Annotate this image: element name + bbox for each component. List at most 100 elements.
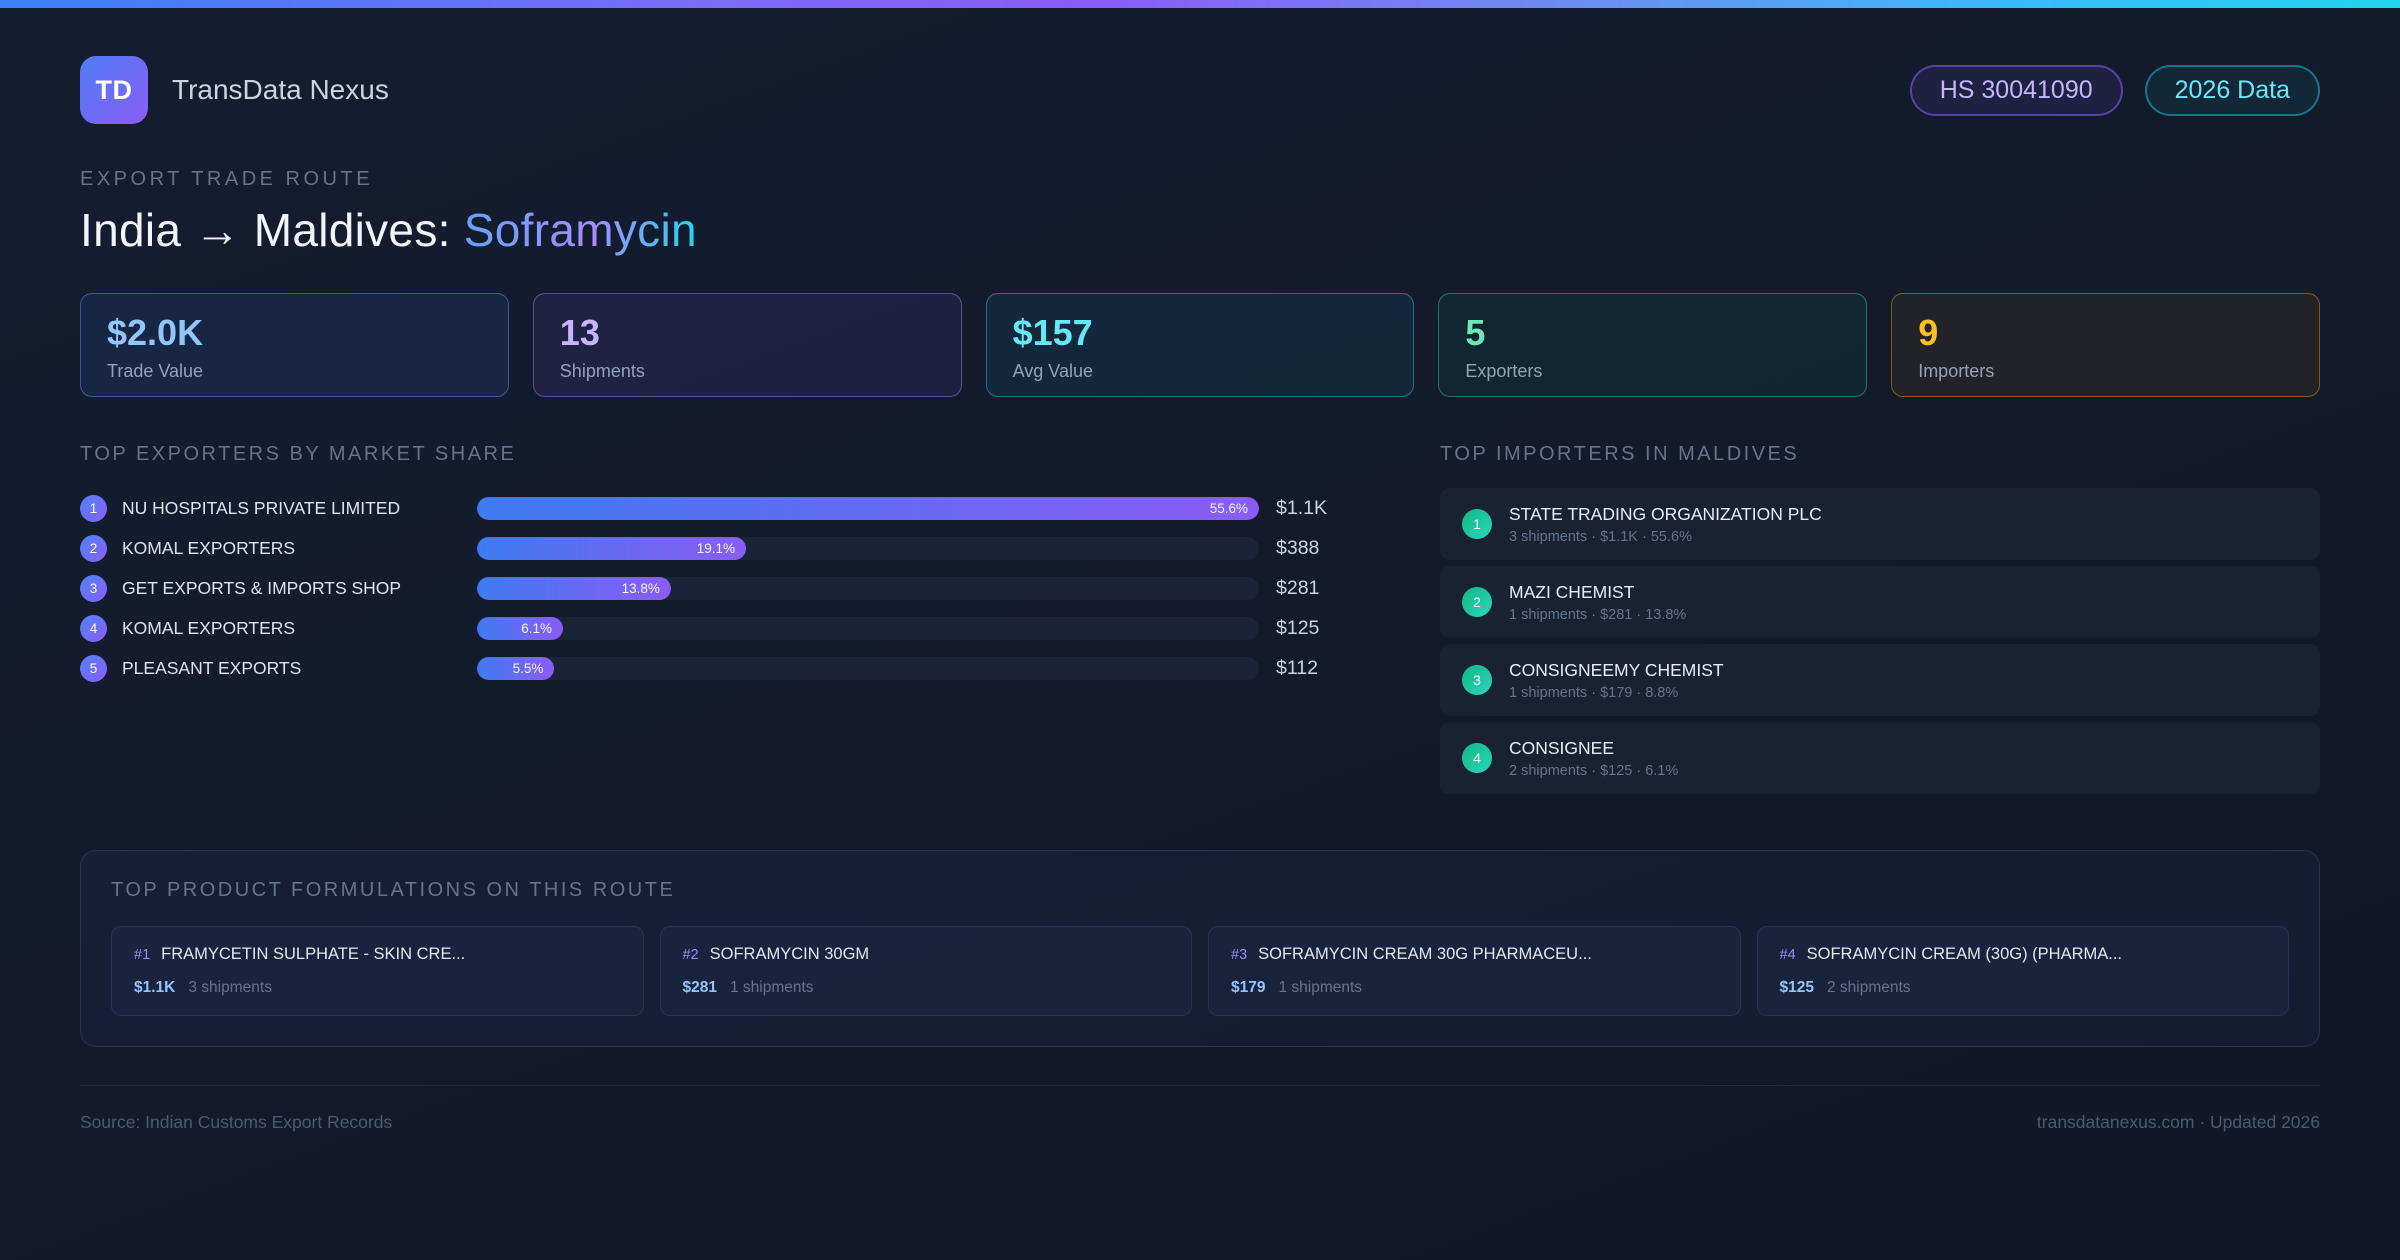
product-name: FRAMYCETIN SULPHATE - SKIN CRE...	[161, 945, 466, 963]
stat-value: 5	[1465, 312, 1486, 353]
stat-card-avg-value: $157 Avg Value	[985, 293, 1415, 397]
product-value: $179	[1231, 979, 1266, 996]
product-card: #2 SOFRAMYCIN 30GM $281 1 shipments	[659, 926, 1192, 1016]
stat-value: 9	[1918, 312, 1939, 353]
brand-logo-text: TD	[95, 74, 133, 105]
importer-rank-badge: 3	[1462, 665, 1492, 695]
exporter-rank-badge: 3	[80, 574, 107, 602]
product-card: #1 FRAMYCETIN SULPHATE - SKIN CRE... $1.1K…	[111, 926, 644, 1016]
stat-value: $2.0K	[107, 312, 204, 353]
stat-label: Importers	[1918, 361, 1995, 381]
importer-card: 4 CONSIGNEE 2 shipments · $125 · 6.1%	[1440, 722, 2320, 794]
exporter-name: PLEASANT EXPORTS	[122, 657, 302, 678]
exporter-row: 5 PLEASANT EXPORTS 5.5% $112	[80, 648, 1352, 688]
product-card-header: #4 SOFRAMYCIN CREAM (30G) (PHARMA...	[1780, 945, 2267, 964]
source-text: Source: Indian Customs Export Records	[80, 1112, 393, 1132]
page-title: India → Maldives: Soframycin	[80, 203, 2320, 257]
importer-rank-badge: 2	[1462, 587, 1492, 617]
year-badge: 2026 Data	[2144, 64, 2320, 116]
product-card: #4 SOFRAMYCIN CREAM (30G) (PHARMA... $125 2…	[1756, 926, 2289, 1016]
page-title-route: India → Maldives:	[80, 204, 464, 256]
product-value: $281	[682, 979, 717, 996]
product-card-stats: $179 1 shipments	[1231, 979, 1718, 997]
importer-rank-badge: 4	[1462, 743, 1492, 773]
stats-row: $2.0K Trade Value 13 Shipments $157 Avg Value…	[80, 293, 2320, 397]
product-value: $1.1K	[134, 979, 176, 996]
product-card-header: #2 SOFRAMYCIN 30GM	[683, 945, 1170, 964]
importer-meta: 2 shipments · $125 · 6.1%	[1509, 762, 1679, 779]
product-shipments: 1 shipments	[729, 979, 814, 996]
product-rank: #3	[1231, 947, 1248, 963]
importer-card: 1 STATE TRADING ORGANIZATION PLC 3 shipmen…	[1440, 488, 2320, 560]
importers-section: TOP IMPORTERS IN MALDIVES 1 STATE TRADING…	[1440, 443, 2320, 794]
product-card-stats: $125 2 shipments	[1780, 979, 2267, 997]
market-share-bar-track: 13.8%	[477, 576, 1259, 600]
exporter-row: 1 NU HOSPITALS PRIVATE LIMITED 55.6% $1.1K	[80, 488, 1352, 528]
product-name: SOFRAMYCIN CREAM 30G PHARMACEU...	[1258, 945, 1592, 963]
importer-card: 3 CONSIGNEEMY CHEMIST 1 shipments · $179 ·…	[1440, 644, 2320, 716]
product-name: SOFRAMYCIN CREAM (30G) (PHARMA...	[1806, 945, 2123, 963]
market-share-percent-label: 6.1%	[521, 620, 553, 636]
importers-title: TOP IMPORTERS IN MALDIVES	[1440, 443, 1800, 465]
products-panel: TOP PRODUCT FORMULATIONS ON THIS ROUTE #…	[80, 850, 2320, 1047]
market-share-percent-label: 55.6%	[1209, 500, 1248, 516]
stat-label: Avg Value	[1012, 361, 1093, 381]
product-card: #3 SOFRAMYCIN CREAM 30G PHARMACEU... $179 1…	[1208, 926, 1741, 1016]
exporter-trade-value: $388	[1276, 536, 1320, 559]
stat-card-trade-value: $2.0K Trade Value	[80, 293, 509, 397]
header: TD TransData Nexus HS 30041090 2026 Data	[80, 56, 2320, 124]
exporter-row: 3 GET EXPORTS & IMPORTS SHOP 13.8% $281	[80, 568, 1352, 608]
brand-name: TransData Nexus	[172, 74, 389, 105]
exporters-bar-chart: 1 NU HOSPITALS PRIVATE LIMITED 55.6% $1.1K 2…	[80, 488, 1352, 688]
brand: TD TransData Nexus	[80, 56, 389, 124]
market-share-bar-track: 19.1%	[477, 536, 1259, 560]
top-accent-bar	[0, 0, 2400, 8]
exporter-name: KOMAL EXPORTERS	[122, 537, 296, 558]
stat-card-exporters: 5 Exporters	[1438, 293, 1868, 397]
exporters-section: TOP EXPORTERS BY MARKET SHARE 1 NU HOSPIT…	[80, 443, 1352, 794]
importer-name: CONSIGNEE	[1509, 737, 1615, 758]
exporter-name: KOMAL EXPORTERS	[122, 617, 296, 638]
exporter-name: GET EXPORTS & IMPORTS SHOP	[122, 577, 402, 598]
importer-card: 2 MAZI CHEMIST 1 shipments · $281 · 13.8%	[1440, 566, 2320, 638]
importer-text: CONSIGNEE 2 shipments · $125 · 6.1%	[1509, 738, 1678, 779]
product-rank: #1	[134, 947, 151, 963]
importer-text: STATE TRADING ORGANIZATION PLC 3 shipment…	[1509, 504, 1822, 545]
market-share-bar-fill: 5.5%	[477, 656, 555, 680]
footer: Source: Indian Customs Export Records tr…	[80, 1085, 2320, 1133]
products-title: TOP PRODUCT FORMULATIONS ON THIS ROUTE	[111, 879, 676, 901]
product-card-header: #3 SOFRAMYCIN CREAM 30G PHARMACEU...	[1231, 945, 1718, 964]
exporter-rank-badge: 5	[80, 654, 107, 682]
product-card-stats: $281 1 shipments	[683, 979, 1170, 997]
stat-label: Shipments	[559, 361, 645, 381]
exporter-trade-value: $281	[1276, 576, 1320, 599]
exporter-row: 2 KOMAL EXPORTERS 19.1% $388	[80, 528, 1352, 568]
stat-label: Trade Value	[107, 361, 204, 381]
page-title-product: Soframycin	[463, 204, 697, 256]
product-card-header: #1 FRAMYCETIN SULPHATE - SKIN CRE...	[134, 945, 621, 964]
report-page: TD TransData Nexus HS 30041090 2026 Data…	[0, 8, 2400, 1133]
product-rank: #2	[682, 947, 699, 963]
brand-logo-icon: TD	[80, 56, 148, 124]
product-name: SOFRAMYCIN 30GM	[709, 945, 870, 963]
stat-value: 13	[559, 312, 600, 353]
stat-card-importers: 9 Importers	[1891, 293, 2320, 397]
importer-meta: 1 shipments · $281 · 13.8%	[1509, 606, 1687, 623]
product-card-stats: $1.1K 3 shipments	[134, 979, 621, 997]
product-value: $125	[1779, 979, 1814, 996]
main-columns: TOP EXPORTERS BY MARKET SHARE 1 NU HOSPIT…	[80, 443, 2320, 794]
market-share-bar-fill: 13.8%	[477, 576, 671, 600]
importer-meta: 1 shipments · $179 · 8.8%	[1509, 684, 1679, 701]
market-share-bar-fill: 6.1%	[477, 616, 564, 640]
market-share-bar-track: 6.1%	[477, 616, 1259, 640]
hs-code-badge: HS 30041090	[1909, 64, 2123, 116]
eyebrow-label: EXPORT TRADE ROUTE	[80, 168, 374, 190]
stat-value: $157	[1012, 312, 1093, 353]
header-badges: HS 30041090 2026 Data	[1909, 64, 2320, 116]
importer-rank-badge: 1	[1462, 509, 1492, 539]
product-shipments: 3 shipments	[188, 979, 272, 996]
market-share-percent-label: 19.1%	[696, 540, 735, 556]
exporter-trade-value: $125	[1276, 616, 1320, 639]
importer-name: STATE TRADING ORGANIZATION PLC	[1509, 503, 1822, 524]
market-share-bar-track: 5.5%	[477, 656, 1259, 680]
